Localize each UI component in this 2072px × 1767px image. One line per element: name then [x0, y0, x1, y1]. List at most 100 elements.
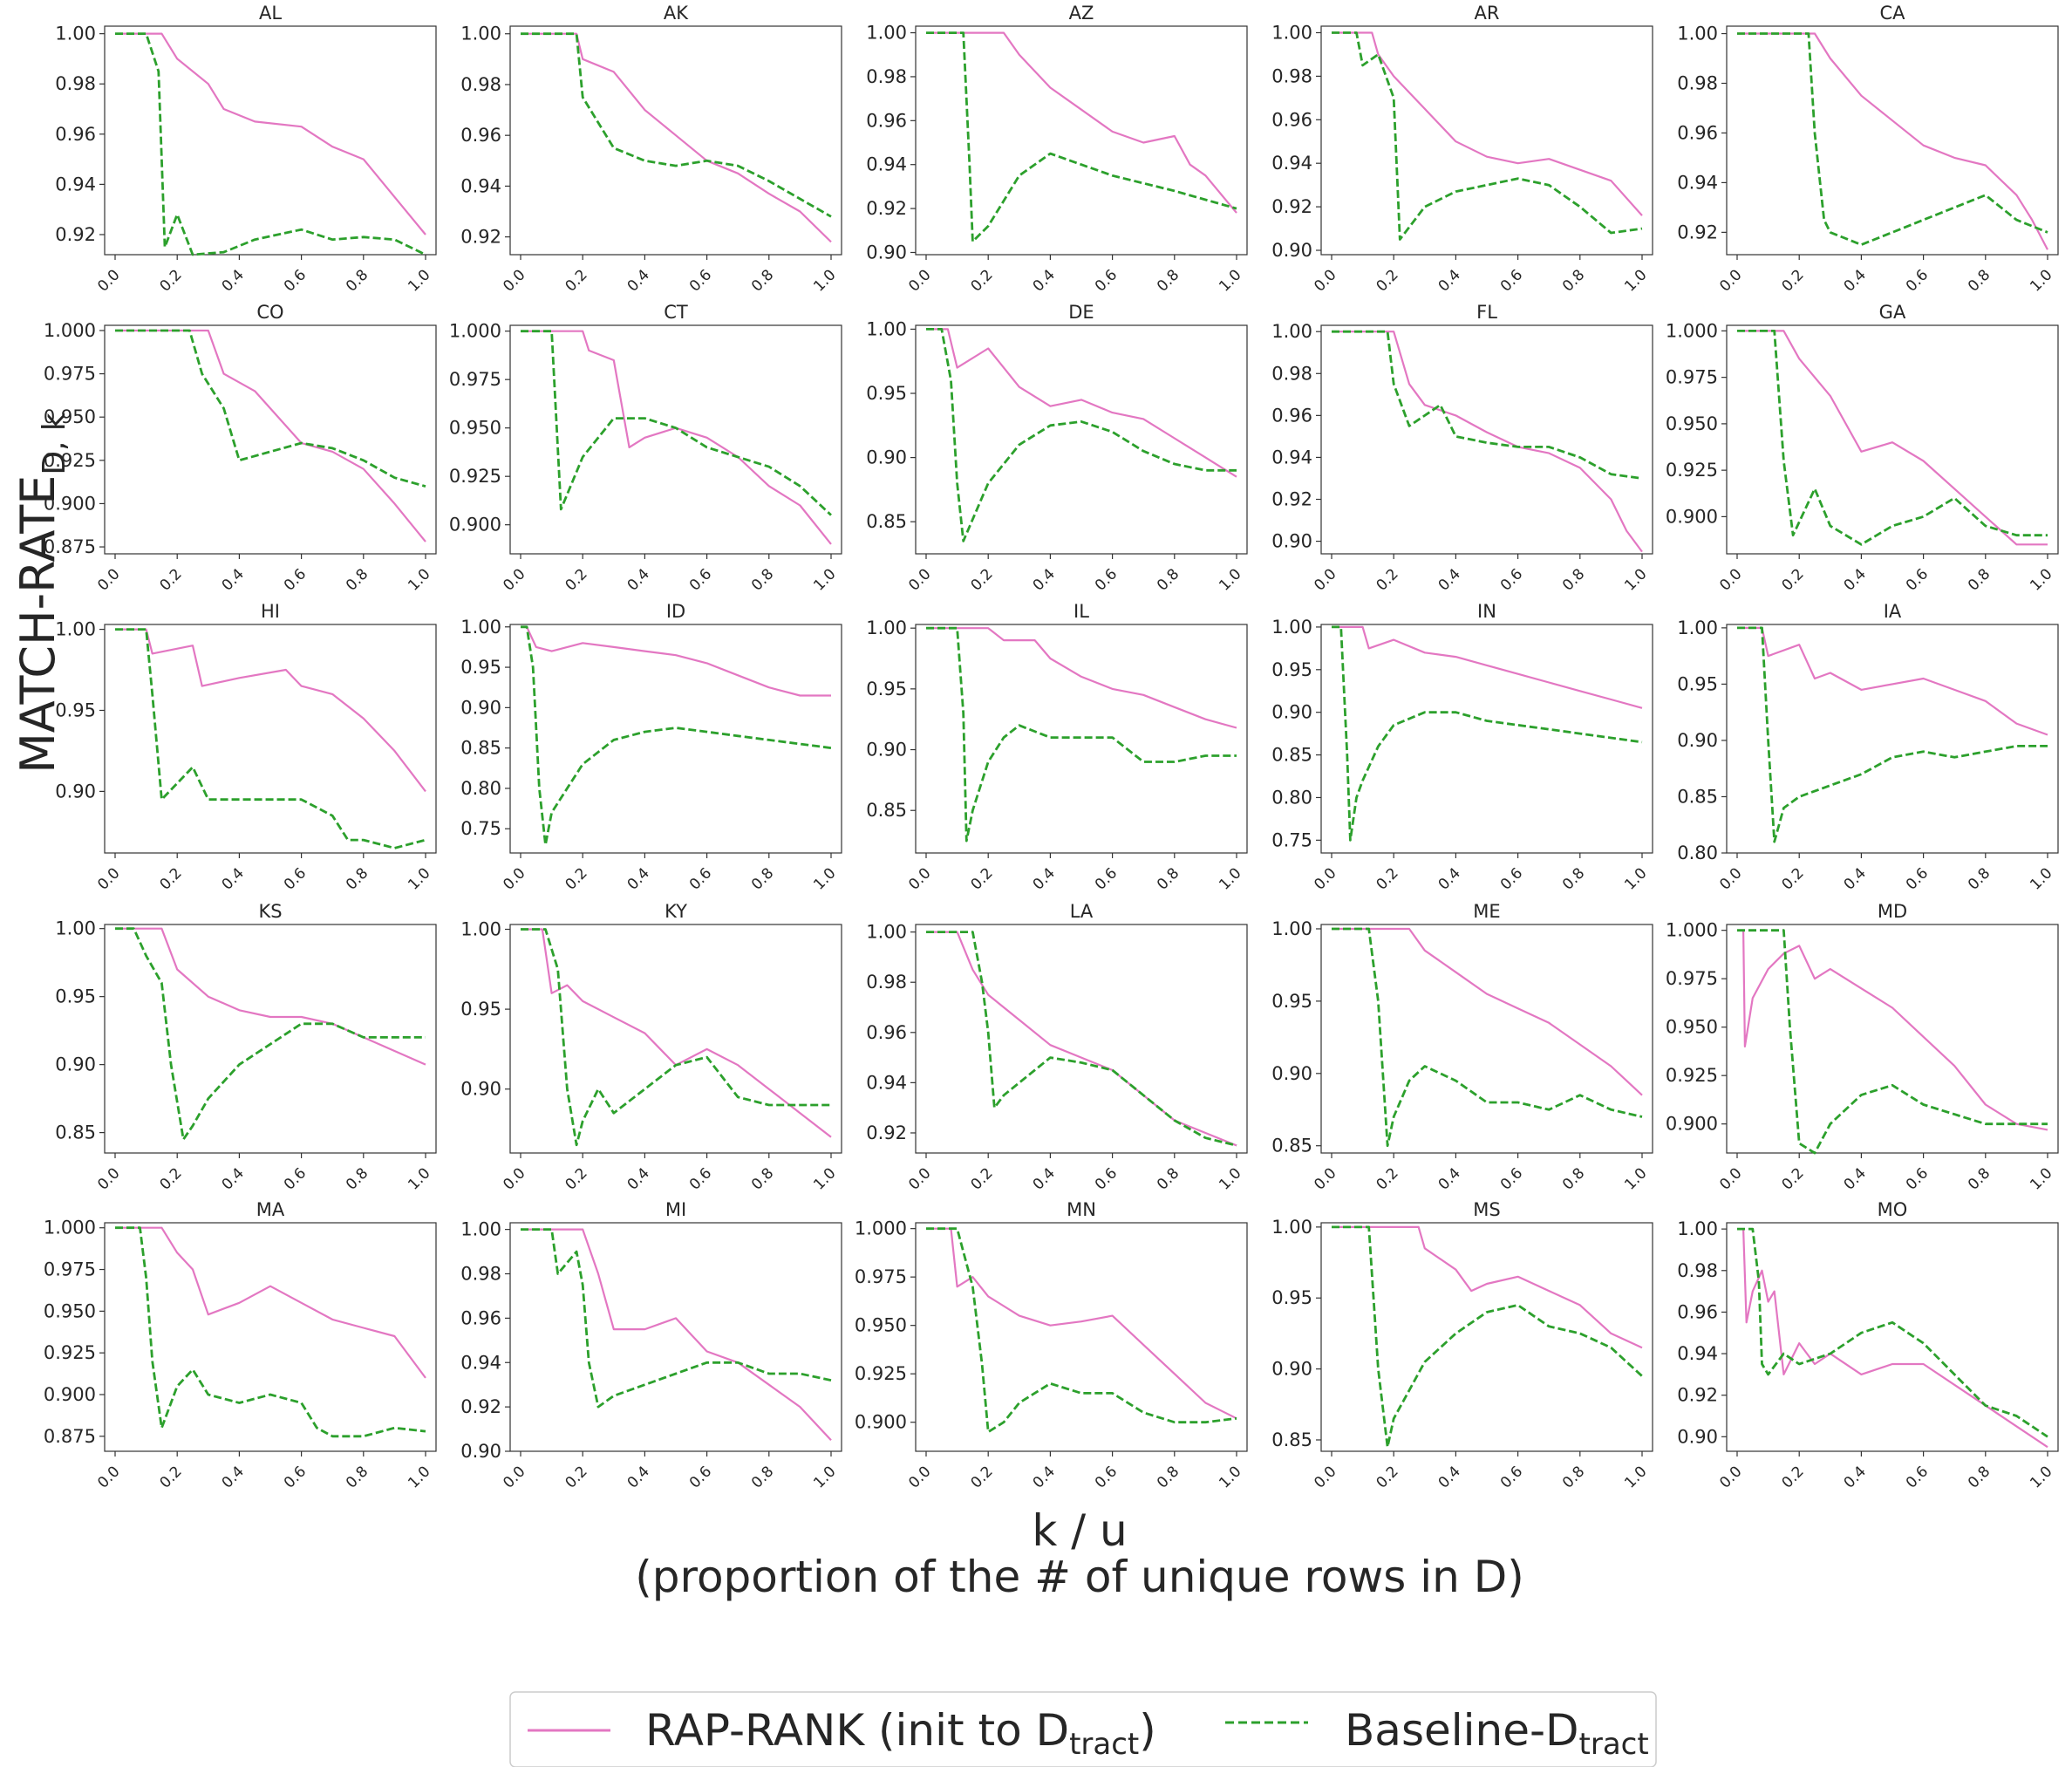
x-tick-label: 0.2	[156, 1463, 185, 1491]
y-tick-label: 0.900	[855, 1412, 907, 1433]
x-tick-label: 0.0	[1311, 1164, 1339, 1193]
y-tick-label: 0.98	[460, 1264, 501, 1285]
y-tick-label: 0.90	[460, 697, 501, 718]
x-tick-label: 0.8	[1559, 1463, 1588, 1491]
x-tick-label: 0.2	[1778, 1463, 1807, 1491]
y-tick-label: 0.98	[1271, 65, 1312, 86]
series-rap-rank-line	[115, 32, 426, 235]
x-tick-label: 0.8	[1559, 266, 1588, 295]
y-tick-label: 0.875	[44, 1426, 96, 1447]
plot-frame	[509, 624, 842, 854]
series-baseline-line	[115, 1226, 426, 1438]
subplot-ga: GA 0.900 0.925 0.950 0.975 1.000 0.0 0.2 0.4 0.6 0…	[1666, 302, 2059, 595]
panel-title: IL	[1073, 601, 1089, 622]
x-tick-label: 0.6	[281, 266, 310, 295]
legend-label-rap-rank: RAP-RANK (init to Dtract)	[645, 1705, 1156, 1762]
x-tick-label: 0.2	[562, 565, 590, 594]
y-tick-label: 0.90	[1677, 730, 1718, 751]
y-tick-label: 0.95	[1271, 659, 1312, 680]
x-tick-label: 0.4	[219, 864, 248, 893]
subplot-hi: HI 0.90 0.95 1.00 0.0 0.2 0.4 0.6 0.8 1.0	[55, 601, 437, 894]
x-tick-label: 1.0	[1216, 266, 1244, 295]
x-tick-label: 0.4	[1841, 1463, 1870, 1491]
y-tick-label: 0.95	[1271, 1287, 1312, 1308]
x-tick-label: 0.0	[1716, 1463, 1745, 1491]
y-tick-label: 0.950	[44, 1300, 96, 1321]
x-tick-label: 0.0	[1716, 565, 1745, 594]
series-rap-rank-line	[926, 627, 1237, 729]
x-tick-label: 1.0	[1621, 565, 1650, 594]
y-tick-label: 0.950	[855, 1315, 907, 1336]
x-tick-label: 0.2	[967, 1164, 996, 1193]
legend-frame	[509, 1691, 1657, 1767]
x-tick-label: 0.8	[1965, 565, 1994, 594]
x-tick-label: 0.6	[1497, 864, 1526, 893]
y-tick-label: 0.75	[1271, 829, 1312, 850]
y-tick-label: 0.90	[1271, 240, 1312, 261]
y-tick-label: 1.00	[1677, 617, 1718, 638]
y-tick-label: 0.96	[866, 110, 907, 131]
x-tick-label: 0.0	[905, 565, 934, 594]
subplot-al: AL 0.92 0.94 0.96 0.98 1.00 0.0 0.2 0.4 0.6 0.8 1.0	[55, 3, 437, 296]
y-tick-label: 0.92	[55, 224, 96, 245]
panel-title: KY	[665, 901, 687, 922]
x-tick-label: 0.2	[562, 1164, 590, 1193]
series-baseline-line	[1737, 32, 2048, 247]
x-tick-label: 0.2	[1778, 1164, 1807, 1193]
x-tick-label: 0.6	[1497, 565, 1526, 594]
y-tick-label: 1.00	[1677, 24, 1718, 44]
subplot-ak: AK 0.92 0.94 0.96 0.98 1.00 0.0 0.2 0.4 0.6 0.8 1.0	[460, 3, 842, 296]
y-tick-label: 0.975	[855, 1266, 907, 1287]
panel-title: ME	[1473, 901, 1500, 922]
x-tick-label: 1.0	[1216, 864, 1244, 893]
y-tick-label: 0.90	[460, 1079, 501, 1100]
x-tick-label: 0.6	[1092, 1164, 1121, 1193]
y-tick-label: 0.96	[460, 1307, 501, 1328]
x-tick-label: 0.0	[905, 864, 934, 893]
series-rap-rank-line	[1737, 626, 2048, 736]
y-tick-label: 0.95	[460, 657, 501, 678]
y-tick-label: 1.00	[866, 318, 907, 339]
y-tick-label: 0.85	[866, 511, 907, 532]
series-rap-rank-line	[1332, 625, 1643, 709]
y-tick-label: 0.900	[449, 515, 501, 536]
panel-title: AZ	[1069, 3, 1094, 24]
y-tick-label: 0.975	[44, 1259, 96, 1280]
series-baseline-line	[1737, 929, 2048, 1155]
y-tick-label: 0.92	[1271, 489, 1312, 510]
x-tick-label: 0.8	[343, 864, 371, 893]
y-tick-label: 0.95	[866, 679, 907, 699]
y-tick-label: 0.925	[1666, 1065, 1718, 1086]
series-baseline-line	[115, 927, 426, 1141]
y-tick-label: 0.95	[1677, 673, 1718, 694]
x-tick-label: 0.6	[686, 864, 715, 893]
plot-frame	[1726, 25, 2059, 256]
subplot-ky: KY 0.90 0.95 1.00 0.0 0.2 0.4 0.6 0.8 1.0	[460, 901, 842, 1194]
x-tick-label: 1.0	[2027, 1463, 2055, 1491]
x-tick-label: 0.8	[748, 565, 777, 594]
y-tick-label: 0.900	[44, 493, 96, 514]
series-baseline-line	[521, 1228, 832, 1409]
plot-frame	[915, 624, 1248, 854]
x-tick-label: 0.8	[1154, 266, 1183, 295]
panel-title: CA	[1879, 3, 1905, 24]
x-tick-label: 0.4	[1030, 864, 1059, 893]
y-tick-label: 0.94	[1271, 153, 1312, 174]
y-tick-label: 0.96	[460, 125, 501, 146]
x-tick-label: 0.4	[1841, 864, 1870, 893]
y-tick-label: 1.00	[55, 619, 96, 640]
y-tick-label: 1.00	[460, 617, 501, 638]
x-tick-label: 1.0	[1216, 1463, 1244, 1491]
x-tick-label: 0.0	[94, 1463, 123, 1491]
x-tick-label: 1.0	[1621, 1164, 1650, 1193]
plot-frame	[509, 1222, 842, 1452]
x-tick-label: 0.8	[1559, 565, 1588, 594]
series-rap-rank-line	[521, 330, 832, 545]
x-tick-label: 0.2	[967, 266, 996, 295]
legend: RAP-RANK (init to Dtract) Baseline-Dtrac…	[509, 1691, 1657, 1767]
x-tick-label: 0.0	[1716, 864, 1745, 893]
x-tick-label: 0.4	[219, 266, 248, 295]
x-tick-label: 0.2	[1373, 565, 1401, 594]
series-rap-rank-line	[1332, 331, 1643, 553]
x-tick-label: 0.2	[1778, 864, 1807, 893]
